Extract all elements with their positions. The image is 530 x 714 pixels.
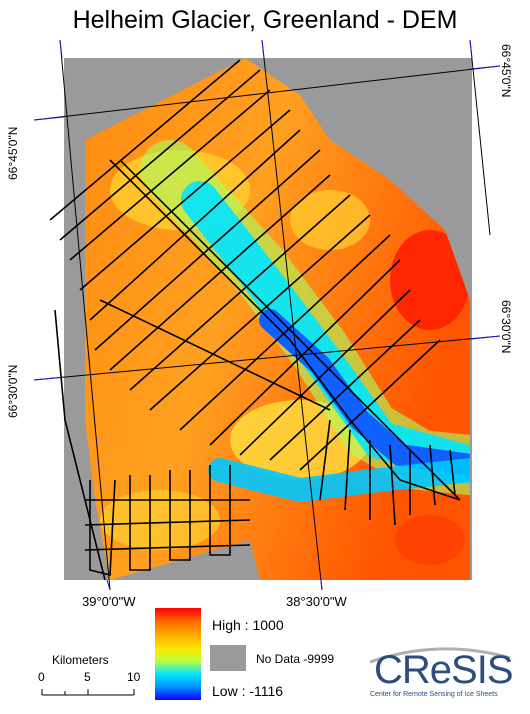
- lon-label-left: 39°0'0"W: [82, 594, 136, 609]
- lat-label-right-mid: 66°30'0"N: [499, 300, 513, 354]
- lat-label-left-mid: 66°30'0"N: [6, 364, 20, 418]
- scale-bar: [41, 689, 135, 696]
- scale-tick-10: 10: [127, 670, 141, 684]
- scale-tick-0: 0: [38, 670, 45, 684]
- logo-subtitle: Center for Remote Sensing of Ice Sheets: [370, 691, 498, 698]
- legend-high: High : 1000: [212, 617, 284, 633]
- elevation-color-ramp: [155, 608, 201, 700]
- lat-label-left-top: 66°45'0"N: [6, 126, 20, 180]
- graticule-ticks: [33, 39, 501, 591]
- lon-label-right: 38°30'0"W: [286, 594, 347, 609]
- scale-title: Kilometers: [52, 653, 109, 667]
- legend-low: Low : -1116: [212, 683, 284, 699]
- flight-lines: [49, 59, 461, 581]
- map-title: Helheim Glacier, Greenland - DEM: [72, 6, 458, 34]
- cresis-logo: [369, 647, 511, 664]
- logo-text: CReSIS: [374, 648, 513, 692]
- lat-label-right-top: 66°45'0"N: [499, 44, 513, 98]
- nodata-swatch: [210, 645, 246, 671]
- dem-raster: [85, 58, 470, 580]
- scale-tick-5: 5: [84, 670, 91, 684]
- graticule: [33, 39, 501, 591]
- legend-nodata: No Data -9999: [256, 652, 335, 666]
